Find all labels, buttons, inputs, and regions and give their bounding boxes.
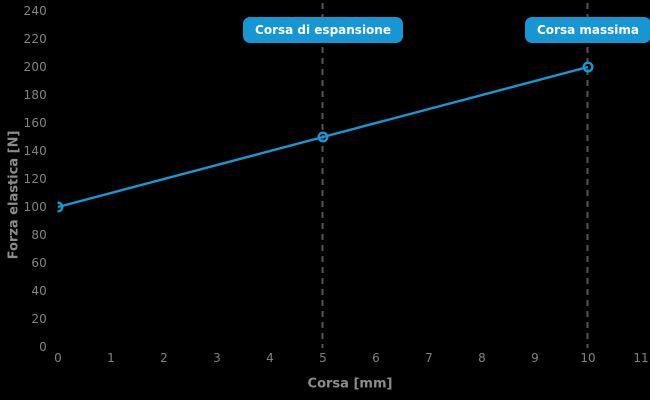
y-tick-label: 120 xyxy=(23,172,47,186)
y-axis-title: Forza elastica [N] xyxy=(6,130,22,260)
data-series xyxy=(57,61,594,213)
y-tick-label: 40 xyxy=(31,284,47,298)
x-tick-label: 11 xyxy=(633,351,649,365)
x-tick-label: 1 xyxy=(107,351,115,365)
data-point-marker xyxy=(582,61,594,73)
x-tick-label: 6 xyxy=(372,351,380,365)
x-tick-label: 5 xyxy=(319,351,327,365)
x-tick-label: 4 xyxy=(266,351,274,365)
y-tick-label: 200 xyxy=(23,60,47,74)
data-point-marker xyxy=(57,201,64,213)
y-tick-label: 20 xyxy=(31,312,47,326)
x-tick-label: 0 xyxy=(54,351,62,365)
y-tick-label: 0 xyxy=(39,340,47,354)
y-tick-label: 220 xyxy=(23,32,47,46)
x-tick-label: 8 xyxy=(478,351,486,365)
y-tick-label: 80 xyxy=(31,228,47,242)
x-tick-label: 7 xyxy=(425,351,433,365)
x-tick-label: 10 xyxy=(580,351,596,365)
annotation-badge: Corsa di espansione xyxy=(243,17,403,43)
x-tick-label: 2 xyxy=(160,351,168,365)
y-tick-label: 100 xyxy=(23,200,47,214)
y-tick-label: 140 xyxy=(23,144,47,158)
x-axis-title: Corsa [mm] xyxy=(307,376,393,392)
annotation-badge: Corsa massima xyxy=(525,17,650,43)
data-point-marker xyxy=(317,131,329,143)
x-tick-label: 3 xyxy=(213,351,221,365)
data-line xyxy=(57,65,589,209)
y-tick-label: 180 xyxy=(23,88,47,102)
y-tick-label: 60 xyxy=(31,256,47,270)
x-tick-label: 9 xyxy=(531,351,539,365)
y-tick-label: 240 xyxy=(23,4,47,18)
y-tick-label: 160 xyxy=(23,116,47,130)
